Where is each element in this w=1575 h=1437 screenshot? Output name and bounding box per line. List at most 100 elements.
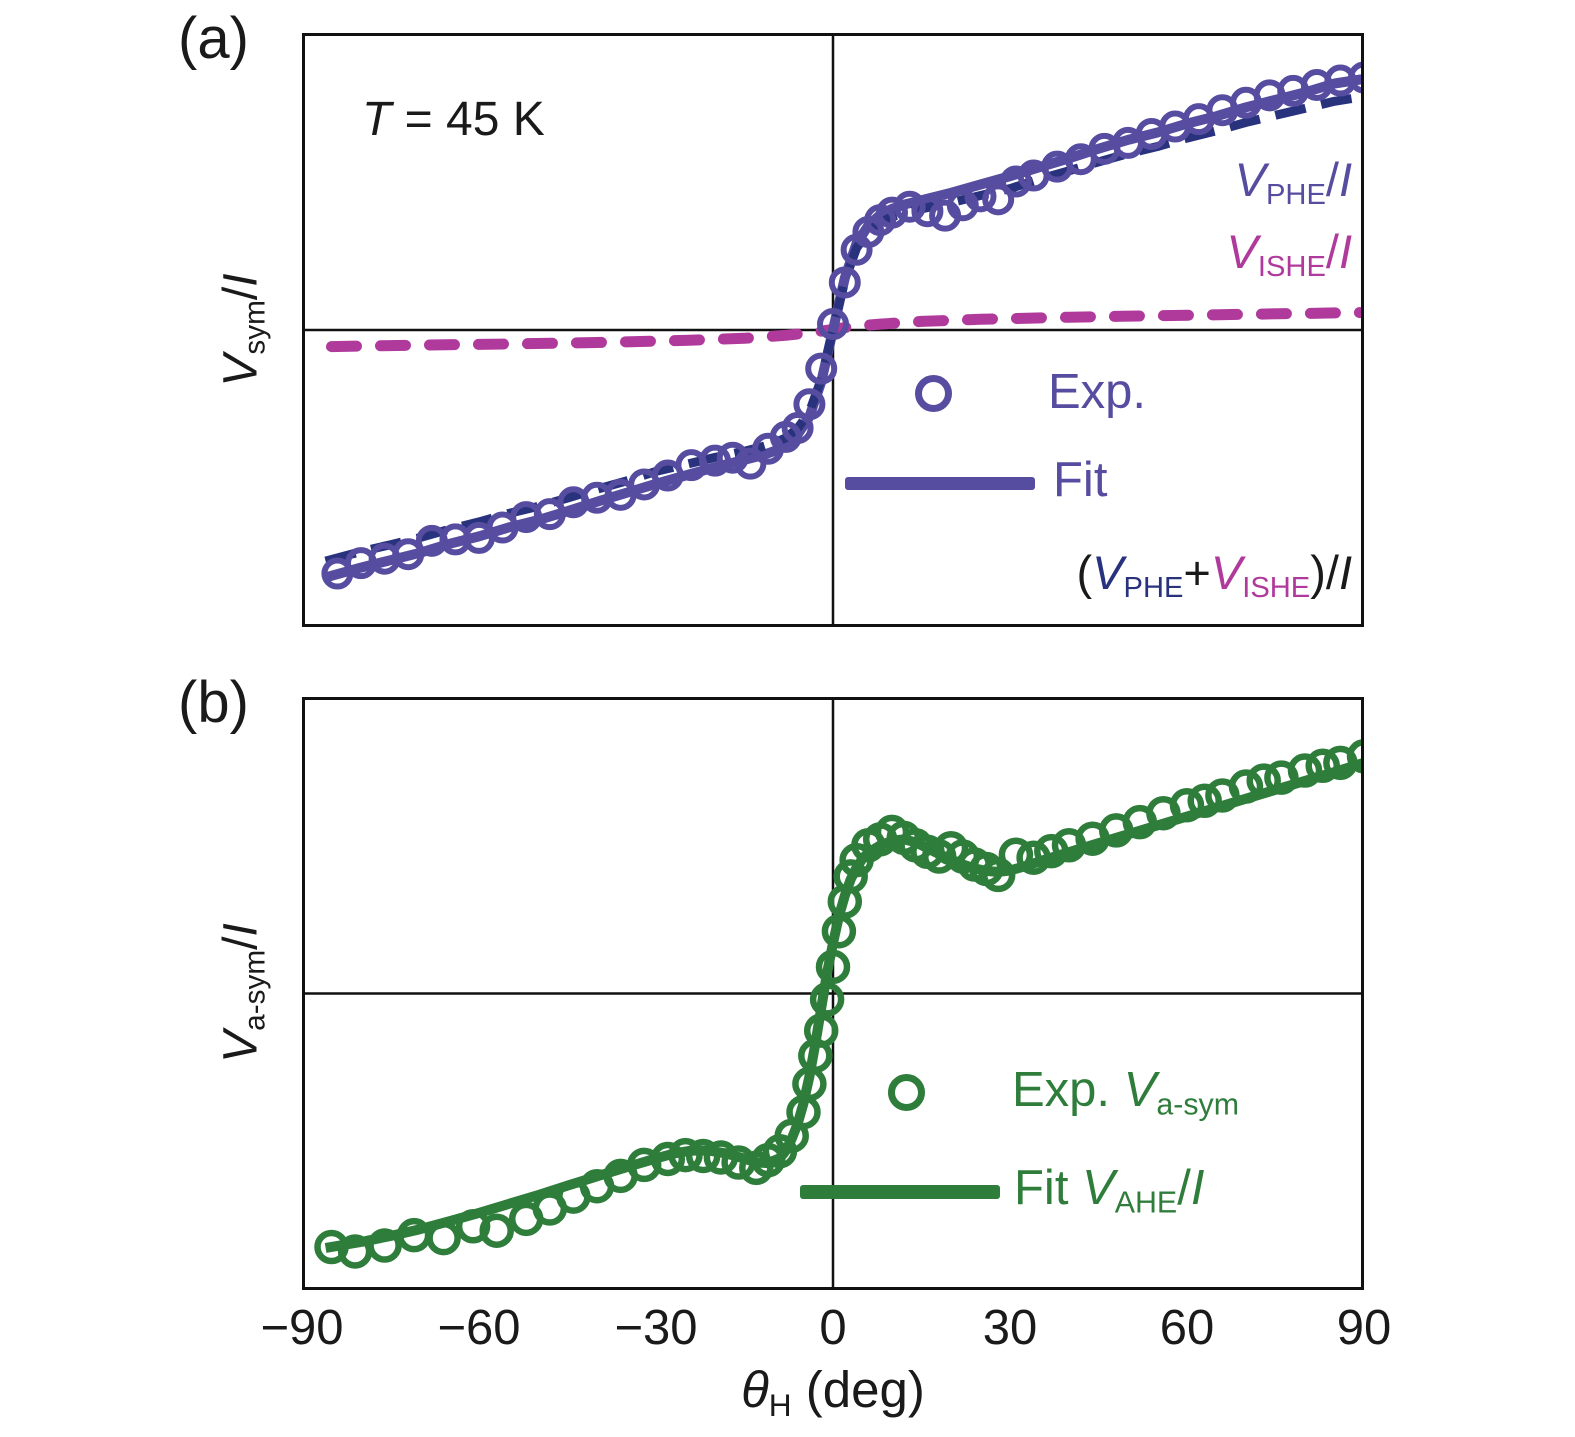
data-point-circle: [392, 538, 425, 571]
data-point-circle: [833, 859, 868, 894]
data-point-circle: [1228, 769, 1264, 804]
text-part: I: [1338, 225, 1352, 278]
text-part: I: [1338, 546, 1352, 599]
data-point-circle: [982, 183, 1015, 216]
data-point-circle: [1348, 61, 1364, 94]
data-point-circle: [479, 1213, 514, 1248]
text-part: I: [1338, 153, 1352, 206]
text-part: (deg): [791, 1361, 925, 1418]
legend-exp-label-b: Exp. Va-sym: [1012, 1062, 1239, 1122]
data-point-circle: [828, 266, 861, 299]
text-part: V: [1234, 153, 1266, 206]
data-point-circle: [980, 857, 1016, 893]
text-part: /: [1325, 225, 1339, 278]
data-point-circle: [685, 1138, 721, 1174]
text-part: PHE: [1123, 572, 1184, 605]
text-part: = 45 K: [391, 93, 545, 146]
panel-a-label: (a): [178, 6, 249, 71]
data-point-circle: [805, 352, 838, 385]
data-point-circle: [1346, 739, 1364, 774]
text-part: V: [1092, 546, 1124, 599]
data-point-circle: [455, 1209, 491, 1244]
text-part: PHE: [1265, 179, 1326, 212]
text-part: /: [214, 286, 268, 301]
legend-exp-label-a: Exp.: [1048, 365, 1147, 419]
data-point-circle: [893, 190, 926, 223]
text-part: /: [214, 936, 268, 950]
x-tick-30: 30: [982, 1301, 1038, 1355]
fit-curve-dashed: [326, 307, 1364, 353]
text-part: a-sym: [1156, 1087, 1240, 1122]
data-point-circle: [876, 196, 908, 229]
curve-label-vishe: VISHE/I: [1227, 224, 1352, 284]
x-tick--60: −60: [437, 1301, 521, 1355]
text-part: H: [768, 1386, 792, 1423]
text-part: V: [214, 354, 268, 387]
text-part: T: [362, 93, 392, 146]
data-point-circle: [1287, 753, 1323, 788]
legend-fit-label-a: Fit: [1053, 453, 1108, 507]
legend-fit-marker-a: [845, 477, 1035, 490]
data-point-circle: [964, 180, 997, 213]
text-part: a-sym: [238, 949, 272, 1031]
data-point-circle: [998, 837, 1034, 872]
text-part: I: [214, 273, 268, 287]
curve-label-vphe: VPHE/I: [1235, 152, 1352, 212]
panel-a-ylabel: Vsym/I: [213, 273, 272, 386]
panel-b-plot: [302, 697, 1364, 1290]
panel-a-plot: [302, 33, 1364, 627]
data-point-circle: [1169, 787, 1205, 823]
text-part: V: [214, 1030, 268, 1063]
data-point-circle: [809, 982, 845, 1017]
legend-formula-label: (VPHE+VISHE)/I: [1077, 545, 1352, 605]
data-point-circle: [367, 1228, 402, 1263]
x-tick-0: 0: [819, 1301, 847, 1355]
data-point-circle: [668, 1137, 703, 1173]
text-part: (: [1076, 546, 1093, 599]
text-part: Fit: [1014, 1161, 1083, 1215]
text-part: V: [1123, 1063, 1157, 1117]
text-part: I: [1190, 1161, 1205, 1215]
x-tick-60: 60: [1159, 1301, 1215, 1355]
text-part: sym: [238, 300, 272, 355]
data-point-circle: [911, 195, 944, 228]
text-part: )/: [1310, 546, 1339, 599]
legend-fit-marker-b: [800, 1185, 1000, 1199]
fit-curve-solid: [324, 758, 1364, 1253]
x-tick--30: −30: [614, 1301, 698, 1355]
x-tick--90: −90: [260, 1301, 344, 1355]
x-tick-90: 90: [1336, 1301, 1392, 1355]
data-point-circle: [1034, 833, 1069, 869]
plot-frame: [302, 697, 1364, 1290]
data-point-circle: [716, 441, 749, 474]
text-part: V: [1210, 546, 1243, 599]
panel-b-ylabel: Va-sym/I: [213, 923, 272, 1063]
legend-exp-marker-b: [888, 1074, 925, 1111]
data-point-circle: [314, 1229, 349, 1265]
plot-frame: [302, 33, 1364, 627]
legend-exp-marker-a: [915, 375, 952, 412]
data-point-circle: [815, 949, 851, 985]
data-point-circle: [999, 165, 1032, 198]
data-point-circle: [703, 1140, 739, 1175]
text-part: V: [1082, 1161, 1115, 1215]
data-point-circle: [650, 1141, 686, 1177]
text-part: V: [1226, 225, 1258, 278]
data-point-circle: [803, 1013, 839, 1048]
x-axis-title: θH (deg): [741, 1360, 925, 1424]
data-point-circle: [1187, 783, 1222, 819]
text-part: /: [1177, 1161, 1191, 1215]
panel-b-label: (b): [178, 670, 249, 735]
data-point-circle: [699, 444, 731, 477]
text-part: AHE: [1114, 1185, 1178, 1220]
text-part: I: [214, 923, 268, 937]
data-point-circle: [1246, 763, 1281, 798]
text-part: ISHE: [1242, 572, 1311, 605]
temperature-annotation: T = 45 K: [362, 92, 545, 147]
data-point-circle: [793, 388, 826, 421]
data-point-circle: [817, 308, 849, 341]
data-point-circle: [1305, 748, 1340, 784]
text-part: +: [1183, 546, 1211, 599]
data-point-circle: [1016, 840, 1051, 875]
